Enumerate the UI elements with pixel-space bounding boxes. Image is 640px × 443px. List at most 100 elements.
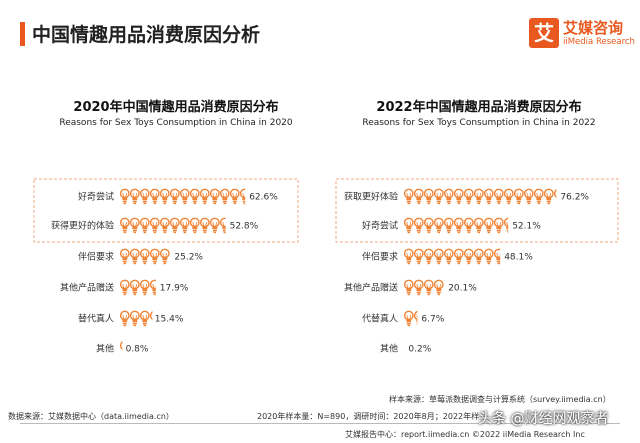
report-center: 艾媒报告中心：report.iimedia.cn ©2022 iiMedia R… (345, 430, 585, 439)
data-source: 数据来源：艾媒数据中心（data.iimedia.cn） (8, 412, 174, 421)
data-label: 76.2% (560, 193, 589, 203)
data-label: 20.1% (448, 284, 477, 294)
watermark: 头条 @财经网观察者 (478, 411, 609, 427)
category-label: 其他 (96, 343, 114, 355)
bar (404, 310, 418, 327)
lightbulb-icon (404, 279, 414, 296)
logo-name-cn: 艾媒咨询 (563, 19, 624, 37)
lightbulb-icon (414, 188, 424, 205)
bar (120, 217, 226, 234)
bar (404, 248, 501, 265)
lightbulb-icon (170, 188, 180, 205)
lightbulb-icon (404, 248, 414, 265)
lightbulb-icon (140, 248, 150, 265)
lightbulb-icon (190, 188, 200, 205)
lightbulb-icon (474, 217, 484, 234)
bar (404, 188, 557, 205)
lightbulb-icon (150, 279, 156, 296)
lightbulb-icon (444, 188, 454, 205)
bar (120, 279, 156, 296)
lightbulb-icon (200, 217, 210, 234)
data-label: 15.4% (155, 315, 184, 325)
lightbulb-icon (120, 188, 130, 205)
highlight-box (335, 178, 619, 243)
category-label: 伴侣要求 (78, 251, 114, 263)
lightbulb-icon (434, 217, 444, 234)
bar (120, 188, 246, 205)
lightbulb-icon (504, 188, 514, 205)
lightbulb-icon (404, 310, 414, 327)
lightbulb-icon (424, 248, 434, 265)
title-accent-bar (20, 22, 25, 46)
lightbulb-icon (454, 188, 464, 205)
lightbulb-icon (434, 188, 444, 205)
lightbulb-icon (414, 217, 424, 234)
lightbulb-icon (140, 279, 150, 296)
lightbulb-icon (140, 310, 150, 327)
lightbulb-icon (130, 217, 140, 234)
lightbulb-icon (150, 217, 160, 234)
data-label: 52.8% (230, 222, 259, 232)
logo-mark: 艾 (529, 18, 559, 48)
lightbulb-icon (140, 188, 150, 205)
lightbulb-icon (190, 217, 200, 234)
lightbulb-icon (230, 188, 240, 205)
data-label: 0.2% (408, 345, 431, 355)
lightbulb-icon (180, 217, 190, 234)
chart-2022-title: 2022年中国情趣用品消费原因分布 (376, 100, 582, 115)
data-label: 25.2% (174, 253, 203, 263)
lightbulb-icon (424, 188, 434, 205)
lightbulb-icon (404, 217, 414, 234)
lightbulb-icon (160, 248, 170, 265)
lightbulb-icon (544, 188, 554, 205)
lightbulb-icon (414, 310, 418, 325)
lightbulb-icon (444, 248, 454, 265)
category-label: 其他 (380, 343, 398, 355)
lightbulb-icon (484, 188, 494, 205)
lightbulb-icon (130, 248, 140, 265)
lightbulb-icon (504, 217, 509, 234)
data-label: 52.1% (512, 222, 541, 232)
lightbulb-icon (120, 217, 130, 234)
bar (120, 341, 123, 352)
lightbulb-icon (494, 217, 504, 234)
lightbulb-icon (524, 188, 534, 205)
lightbulb-icon (534, 188, 544, 205)
lightbulb-icon (474, 248, 484, 265)
lightbulb-icon (464, 217, 474, 234)
lightbulb-icon (424, 217, 434, 234)
lightbulb-icon (150, 248, 160, 265)
lightbulb-icon (120, 341, 123, 352)
bar (404, 217, 509, 234)
lightbulb-icon (130, 310, 140, 327)
data-label: 0.8% (126, 345, 149, 355)
lightbulb-icon (454, 248, 464, 265)
category-label: 伴侣要求 (362, 251, 398, 263)
lightbulb-icon (220, 188, 230, 205)
lightbulb-icon (494, 248, 501, 265)
lightbulb-icon (120, 310, 130, 327)
lightbulb-icon (140, 217, 150, 234)
chart-0: 好奇尝试 62.6% 获得更好的体验 52.8% 伴侣要求 25.2% 其他产品赠送 17.9… (33, 178, 299, 355)
category-label: 好奇尝试 (362, 220, 398, 232)
footer-divider (20, 423, 620, 424)
category-label: 获得更好的体验 (51, 220, 114, 232)
category-label: 替代真人 (78, 313, 114, 325)
lightbulb-icon (200, 188, 210, 205)
lightbulb-icon (120, 279, 130, 296)
lightbulb-icon (130, 188, 140, 205)
lightbulb-icon (160, 217, 170, 234)
lightbulb-icon (554, 189, 557, 200)
lightbulb-icon (120, 248, 130, 265)
category-label: 其他产品赠送 (344, 282, 398, 294)
data-label: 62.6% (249, 193, 278, 203)
data-label: 48.1% (504, 253, 533, 263)
lightbulb-icon (220, 217, 226, 234)
data-label: 6.7% (421, 315, 444, 325)
lightbulb-icon (160, 188, 170, 205)
lightbulb-icon (424, 279, 434, 296)
lightbulb-icon (484, 248, 494, 265)
lightbulb-icon (150, 188, 160, 205)
chart-1: 获取更好体验 76.2% 好奇尝试 52.1% 伴侣要求 48.1% 其他产品赠送 20.1%… (335, 178, 619, 355)
highlight-box (33, 178, 299, 243)
